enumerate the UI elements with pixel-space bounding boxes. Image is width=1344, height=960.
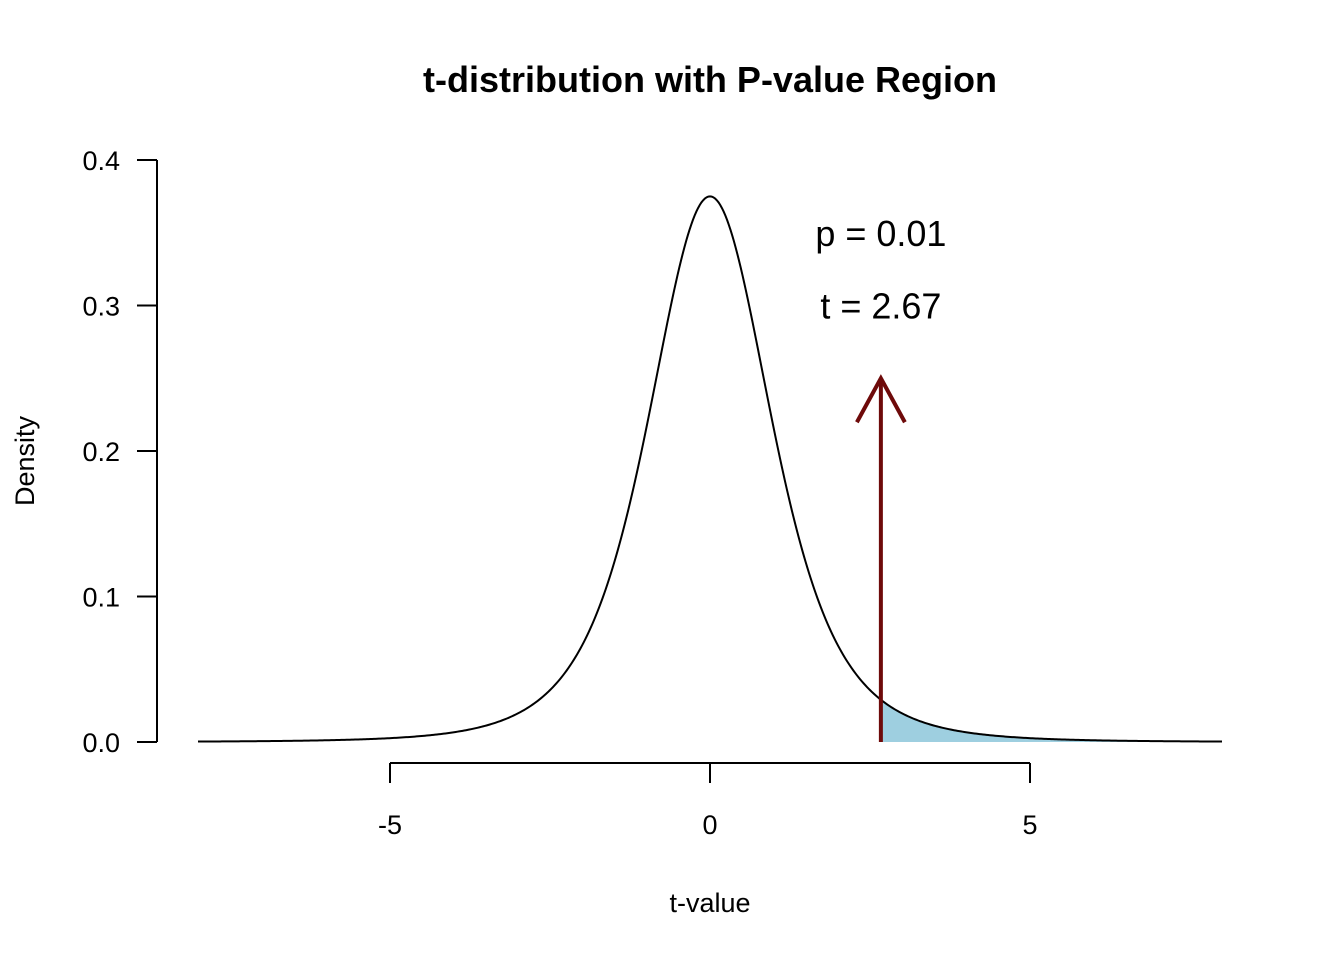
density-curve — [197, 195, 1223, 743]
y-tick-label: 0.2 — [82, 437, 120, 467]
y-tick-label: 0.0 — [82, 728, 120, 758]
y-tick-label: 0.1 — [82, 583, 120, 613]
chart-title: t-distribution with P-value Region — [423, 59, 997, 100]
p-value-annotation: p = 0.01 — [815, 213, 946, 254]
y-tick-label: 0.4 — [82, 146, 120, 176]
y-axis-label: Density — [10, 415, 40, 506]
x-axis: -5 0 5 — [378, 762, 1038, 840]
x-tick-label: -5 — [378, 810, 402, 840]
p-value-region — [880, 699, 1222, 742]
t-value-annotation: t = 2.67 — [820, 286, 941, 327]
x-tick-label: 5 — [1022, 810, 1037, 840]
y-tick-label: 0.3 — [82, 292, 120, 322]
y-axis: 0.0 0.1 0.2 0.3 0.4 — [82, 146, 158, 758]
t-statistic-arrow — [855, 374, 907, 742]
x-tick-label: 0 — [702, 810, 717, 840]
x-axis-label: t-value — [669, 888, 750, 918]
arrow-head — [855, 374, 907, 424]
